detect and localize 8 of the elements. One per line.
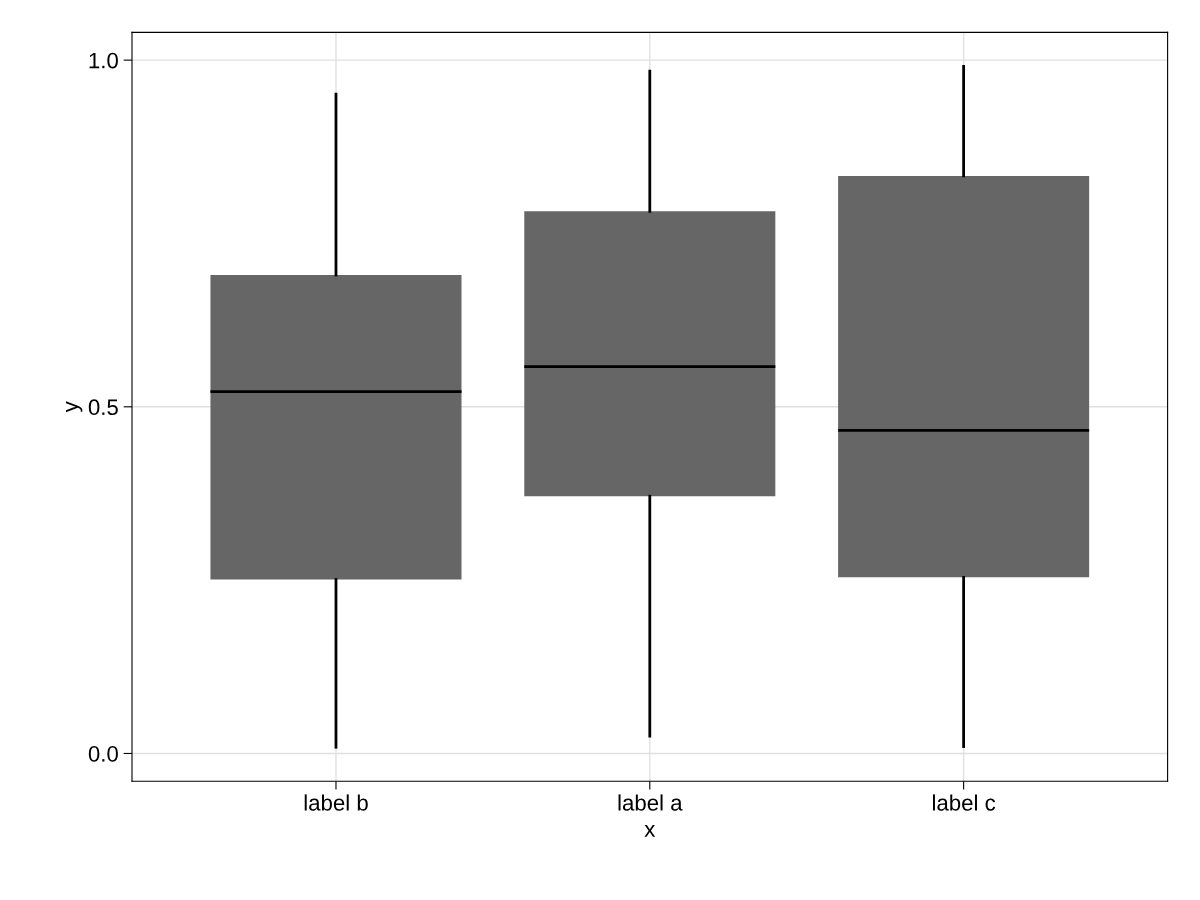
x-tick-label: label b <box>304 794 368 811</box>
x-tick-label: label a <box>618 794 683 811</box>
y-tick-label: 1.0 <box>89 52 118 69</box>
x-tick-label: label c <box>933 794 996 811</box>
y-tick-label: 0.0 <box>88 746 118 762</box>
x-axis-title: x <box>644 825 656 837</box>
y-axis-title: y <box>66 401 83 413</box>
y-tick-label: 0.5 <box>88 399 118 416</box>
